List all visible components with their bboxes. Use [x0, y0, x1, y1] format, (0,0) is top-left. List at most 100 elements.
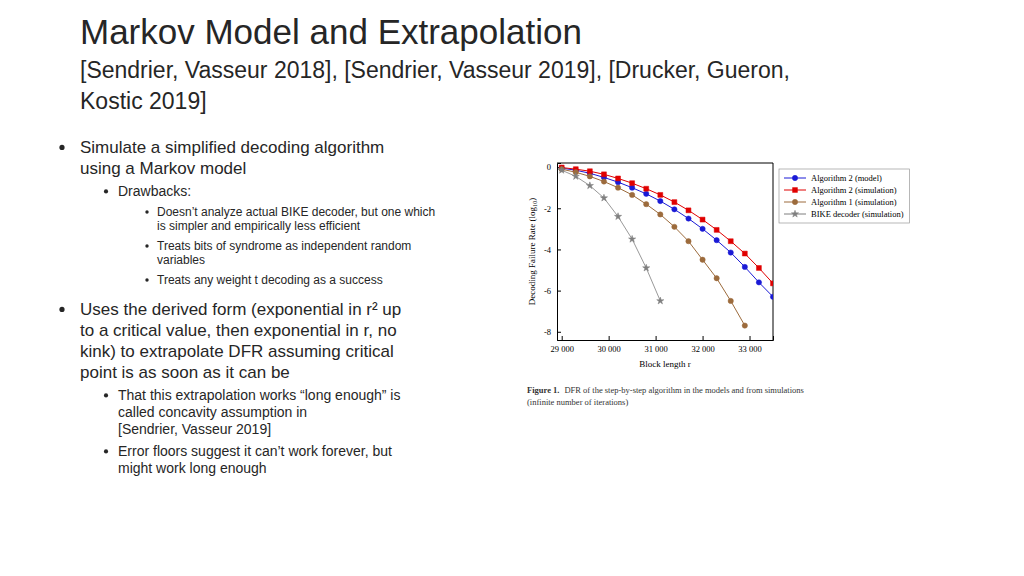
data-point — [686, 208, 691, 213]
legend-box — [779, 169, 910, 223]
data-point — [728, 250, 733, 255]
data-point — [756, 266, 761, 271]
data-point — [629, 235, 636, 242]
chart: 29 000 30 000 31 000 32 000 33 000 0 -2 -4 -6 -8 B… — [527, 162, 910, 369]
legend-marker — [793, 188, 798, 193]
data-point — [600, 194, 607, 201]
title: Markov Model and Extrapolation — [80, 12, 582, 51]
data-point — [771, 281, 773, 286]
tick-label: 0 — [547, 162, 551, 172]
data-point — [714, 227, 719, 232]
frame — [557, 163, 773, 164]
data-point — [756, 280, 761, 285]
data-point — [742, 323, 747, 328]
bullet-marker — [145, 278, 148, 281]
data-point — [714, 238, 719, 243]
data-point — [644, 202, 649, 207]
data-point — [714, 276, 719, 281]
tick-mark — [557, 249, 561, 250]
data-point — [770, 294, 773, 299]
series-line — [562, 170, 661, 301]
bullet-text: Doesn’t analyze actual BIKE decoder, but… — [157, 205, 435, 219]
data-point — [629, 192, 634, 197]
bullet-text: using a Markov model — [80, 159, 246, 178]
bullet-text: point is as soon as it can be — [80, 363, 290, 382]
caption-text: (infinite number of iterations) — [527, 397, 628, 407]
bullet-marker — [59, 307, 64, 312]
tick: 33 000 — [738, 336, 761, 354]
data-point — [658, 198, 663, 203]
data-point — [616, 176, 621, 181]
data-point — [657, 297, 664, 304]
tick-mark — [656, 336, 657, 340]
x-axis-title: Block length r — [639, 359, 691, 369]
tick-mark — [557, 208, 561, 209]
caption-text: DFR of the step-by-step algorithm in the… — [564, 385, 803, 395]
tick-label: 30 000 — [597, 344, 620, 354]
tick-mark — [703, 336, 704, 340]
tick-label: -2 — [544, 203, 551, 213]
tick-mark — [562, 336, 563, 340]
legend: Algorithm 2 (model)Algorithm 2 (simulati… — [779, 169, 910, 223]
tick-mark — [750, 336, 751, 340]
tick-label: -6 — [544, 286, 551, 296]
bullet-text: to a critical value, then exponential in… — [80, 321, 397, 340]
data-point — [558, 166, 565, 173]
bullet-marker — [104, 189, 108, 193]
tick: -2 — [544, 203, 561, 213]
tick: 31 000 — [644, 336, 667, 354]
data-point — [587, 174, 592, 179]
tick-label: 33 000 — [738, 344, 761, 354]
figure-caption: Figure 1. DFR of the step-by-step algorit… — [527, 385, 804, 395]
bullet-text: Uses the derived form (exponential in r²… — [80, 300, 401, 319]
data-point — [630, 181, 635, 186]
plot-area — [558, 165, 773, 328]
tick-label: 31 000 — [644, 344, 667, 354]
tick: 29 000 — [551, 336, 574, 354]
data-point — [728, 239, 733, 244]
bullet-text: That this extrapolation works “long enou… — [118, 387, 400, 403]
tick-label: -4 — [544, 245, 552, 255]
data-point — [586, 182, 593, 189]
tick-label: -8 — [544, 327, 551, 337]
legend-label: BIKE decoder (simulation) — [811, 209, 904, 219]
frame — [773, 163, 774, 340]
bullet-marker — [145, 244, 148, 247]
subtitle: [Sendrier, Vasseur 2018], [Sendrier, Vas… — [80, 57, 790, 83]
legend-marker — [792, 175, 797, 180]
data-point — [728, 298, 733, 303]
tick-label: 32 000 — [691, 344, 714, 354]
bullet-text: Simulate a simplified decoding algorithm — [80, 138, 384, 157]
bullet-text: called concavity assumption in — [118, 404, 307, 420]
bullet-text: variables — [157, 253, 205, 267]
subtitle: Kostic 2019] — [80, 88, 207, 114]
data-point — [572, 173, 579, 180]
tick: -8 — [544, 327, 561, 337]
x-axis: 29 000 30 000 31 000 32 000 33 000 — [551, 336, 774, 354]
caption-label: Figure 1. — [527, 385, 559, 395]
bullet-marker — [145, 210, 148, 213]
legend-label: Algorithm 2 (model) — [811, 173, 882, 183]
tick-mark — [557, 291, 561, 292]
bullet-marker — [59, 145, 64, 150]
data-point — [686, 216, 691, 221]
series-line — [562, 168, 773, 284]
bullet-marker — [104, 449, 108, 453]
tick: 30 000 — [597, 336, 620, 354]
data-point — [672, 207, 677, 212]
y-axis-title: Decoding Failure Rate (log₁₀) — [527, 198, 537, 306]
tick-mark — [609, 336, 610, 340]
data-point — [644, 191, 649, 196]
bullet-text: might work long enough — [118, 460, 267, 476]
legend-marker — [792, 199, 797, 204]
bullet-marker — [104, 393, 108, 397]
data-point — [602, 172, 607, 177]
series-line — [562, 168, 773, 297]
tick: -6 — [544, 286, 561, 296]
data-point — [614, 213, 621, 220]
tick-mark — [557, 332, 561, 333]
legend-label: Algorithm 1 (simulation) — [811, 197, 897, 207]
data-point — [700, 257, 705, 262]
bullet-text: Treats bits of syndrome as independent r… — [157, 239, 411, 253]
tick: 0 — [547, 162, 561, 172]
